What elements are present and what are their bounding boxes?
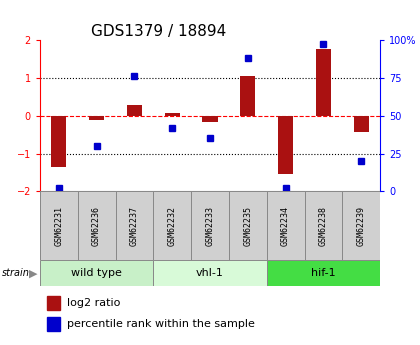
Text: percentile rank within the sample: percentile rank within the sample xyxy=(67,319,255,329)
Bar xyxy=(127,105,142,116)
Bar xyxy=(267,191,304,260)
Text: GSM62231: GSM62231 xyxy=(54,206,63,246)
Bar xyxy=(153,260,267,286)
Bar xyxy=(240,76,255,116)
Bar xyxy=(316,49,331,116)
Bar xyxy=(40,191,78,260)
Text: GSM62234: GSM62234 xyxy=(281,206,290,246)
Bar xyxy=(191,191,229,260)
Bar xyxy=(342,191,380,260)
Text: GSM62232: GSM62232 xyxy=(168,206,177,246)
Text: hif-1: hif-1 xyxy=(311,268,336,278)
Bar xyxy=(354,116,369,131)
Text: GSM62236: GSM62236 xyxy=(92,206,101,246)
Bar xyxy=(153,191,191,260)
Bar xyxy=(229,191,267,260)
Text: GSM62239: GSM62239 xyxy=(357,206,366,246)
Text: log2 ratio: log2 ratio xyxy=(67,298,121,308)
Text: GDS1379 / 18894: GDS1379 / 18894 xyxy=(91,23,226,39)
Text: GSM62233: GSM62233 xyxy=(205,206,215,246)
Bar xyxy=(47,317,60,331)
Bar xyxy=(47,296,60,309)
Bar xyxy=(40,260,153,286)
Text: vhl-1: vhl-1 xyxy=(196,268,224,278)
Text: ▶: ▶ xyxy=(29,268,38,278)
Text: wild type: wild type xyxy=(71,268,122,278)
Text: GSM62235: GSM62235 xyxy=(243,206,252,246)
Text: strain: strain xyxy=(2,268,30,278)
Text: GSM62237: GSM62237 xyxy=(130,206,139,246)
Bar xyxy=(304,191,342,260)
Text: GSM62238: GSM62238 xyxy=(319,206,328,246)
Bar xyxy=(116,191,153,260)
Bar xyxy=(51,116,66,167)
Bar xyxy=(78,191,116,260)
Bar xyxy=(202,116,218,122)
Bar xyxy=(89,116,104,120)
Bar xyxy=(267,260,380,286)
Bar xyxy=(165,113,180,116)
Bar xyxy=(278,116,293,174)
